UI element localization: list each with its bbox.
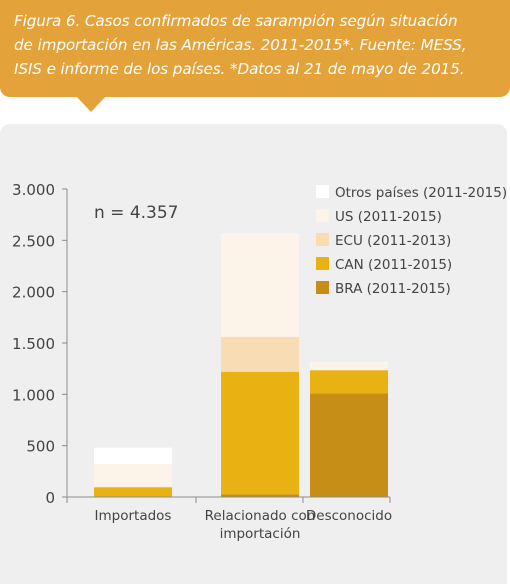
legend-label: US (2011-2015) <box>335 209 442 225</box>
bar-segment <box>94 464 172 487</box>
legend-swatch <box>316 209 329 222</box>
y-tick-label: 2.500 <box>12 232 55 250</box>
legend-swatch <box>316 257 329 270</box>
y-tick-label: 1.000 <box>12 386 55 404</box>
caption-line-1: Figura 6. Casos confirmados de sarampión… <box>14 12 458 30</box>
legend-item: US (2011-2015) <box>316 209 442 225</box>
bar-segment <box>221 336 299 372</box>
y-tick-label: 500 <box>26 438 55 456</box>
x-tick-label: Importados <box>95 508 172 524</box>
y-tick-label: 2.000 <box>12 284 55 302</box>
legend-label: Otros países (2011-2015) <box>335 185 507 201</box>
bar-segment <box>310 362 388 363</box>
y-tick-label: 3.000 <box>12 181 55 199</box>
figure-caption: Figura 6. Casos confirmados de sarampión… <box>0 0 510 97</box>
legend: Otros países (2011-2015) US (2011-2015) EC… <box>316 185 507 297</box>
stacked-bar-chart: 0 500 1.000 1.500 2.000 2.500 3.000 Importados… <box>12 181 507 542</box>
y-tick-label: 0 <box>45 489 55 507</box>
bar-segment <box>94 487 172 497</box>
y-axis: 0 500 1.000 1.500 2.000 2.500 3.000 <box>12 181 68 507</box>
bar-segment <box>221 371 299 495</box>
sample-size-annotation: n = 4.357 <box>94 203 179 223</box>
bar-stack <box>310 362 388 497</box>
legend-item: BRA (2011-2015) <box>316 281 451 297</box>
caption-line-3: ISIS e informe de los países. *Datos al … <box>14 60 465 78</box>
legend-swatch <box>316 233 329 246</box>
caption-line-2: de importación en las Américas. 2011-201… <box>14 36 467 54</box>
bar-segment <box>94 447 172 465</box>
legend-item: CAN (2011-2015) <box>316 257 452 273</box>
x-tick-label: Relacionado con importación <box>205 508 316 542</box>
legend-label: ECU (2011-2013) <box>335 233 451 249</box>
bar-stack <box>221 233 299 497</box>
legend-label: BRA (2011-2015) <box>335 281 451 297</box>
x-tick-label: Desconocido <box>306 508 392 524</box>
bar-segment <box>221 234 299 337</box>
y-tick-label: 1.500 <box>12 335 55 353</box>
bar-segment <box>310 370 388 394</box>
bar-segment <box>221 233 299 235</box>
x-axis: Importados Relacionado con importaciónDesc… <box>66 496 392 542</box>
caption-pointer <box>76 96 106 112</box>
bar-segment <box>310 393 388 497</box>
legend-swatch <box>316 281 329 294</box>
legend-label: CAN (2011-2015) <box>335 257 452 273</box>
legend-item: ECU (2011-2013) <box>316 233 451 249</box>
bar-stack <box>94 447 172 497</box>
bar-segment <box>310 362 388 371</box>
chart-panel: 0 500 1.000 1.500 2.000 2.500 3.000 Importados… <box>0 124 507 584</box>
bars <box>94 233 388 497</box>
bar-segment <box>221 494 299 497</box>
legend-item: Otros países (2011-2015) <box>316 185 507 201</box>
legend-swatch <box>316 185 329 198</box>
bar-segment <box>94 486 172 488</box>
